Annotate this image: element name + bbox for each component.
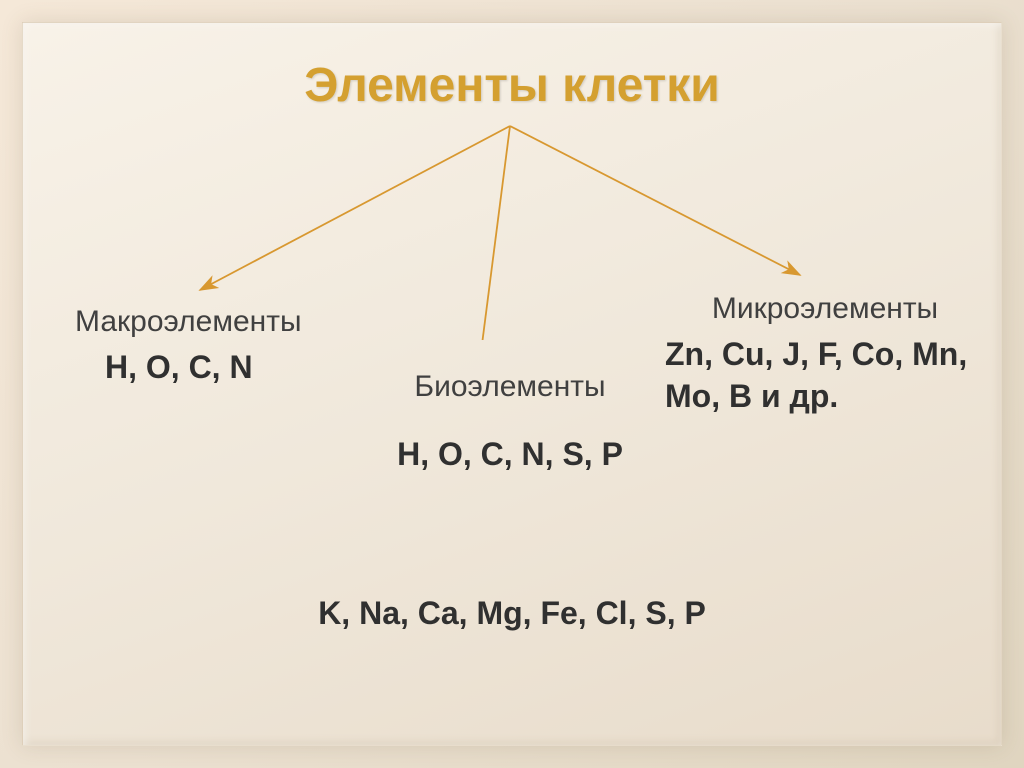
macro-label: Макроэлементы (75, 305, 375, 339)
bio-elements: H, O, C, N, S, P (340, 434, 680, 476)
micro-elements: Zn, Cu, J, F, Co, Mn, Mo, B и др. (665, 334, 985, 417)
slide-title: Элементы клетки (0, 58, 1024, 113)
micro-label: Микроэлементы (665, 292, 985, 326)
macro-elements: H, O, C, N (75, 347, 375, 389)
bottom-elements: K, Na, Ca, Mg, Fe, Cl, S, P (0, 595, 1024, 632)
bio-group: Биоэлементы H, O, C, N, S, P (340, 370, 680, 476)
bio-label: Биоэлементы (340, 370, 680, 404)
macro-group: Макроэлементы H, O, C, N (75, 305, 375, 389)
micro-group: Микроэлементы Zn, Cu, J, F, Co, Mn, Mo, … (665, 292, 985, 417)
